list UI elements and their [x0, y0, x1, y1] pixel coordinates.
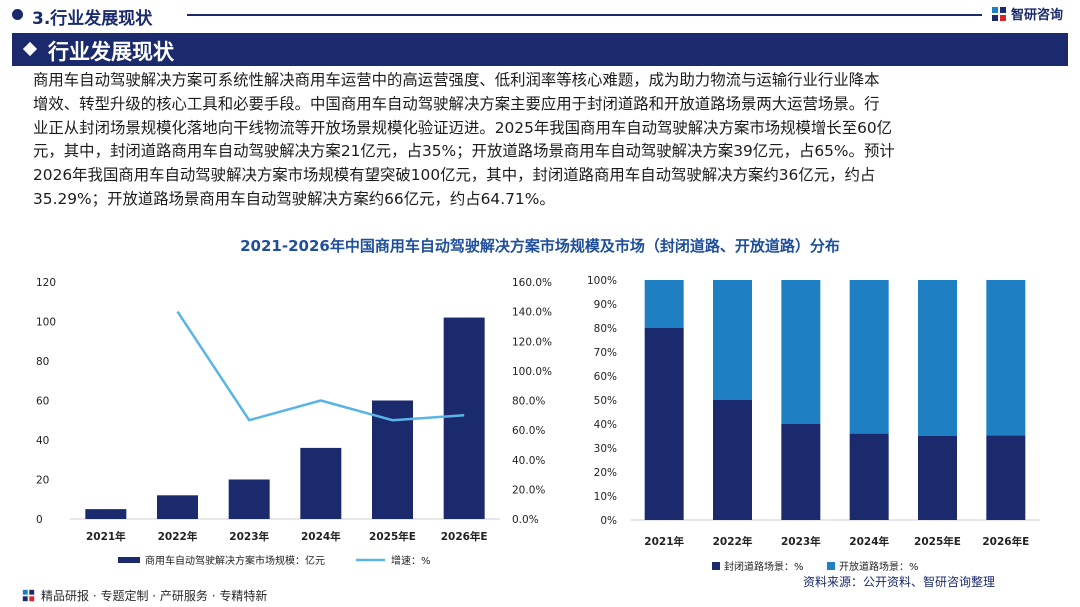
legend-closed-label: 封闭道路场景：% [724, 560, 804, 573]
market-size-bar [85, 509, 127, 519]
charts-area: 0 20 40 60 80 100 120 0.0% 20.0% 40.0% 60.0% 80.0% 1… [36, 275, 1040, 573]
left-y-tick-label: 100 [36, 317, 56, 329]
paragraph-line: 2026年我国商用车自动驾驶解决方案市场规模有望突破100亿元，其中，封闭道路商… [33, 166, 876, 185]
right-chart-y-tick-label: 20% [594, 467, 617, 479]
paragraph-line: 增效、转型升级的核心工具和必要手段。中国商用车自动驾驶解决方案主要应用于封闭道路… [33, 94, 880, 113]
right-chart-x-tick-label: 2025年E [914, 535, 961, 548]
right-y-tick-label: 60.0% [512, 425, 545, 437]
paragraph-line: 商用车自动驾驶解决方案可系统性解决商用车运营中的高运营强度、低利润率等核心难题，… [33, 71, 880, 89]
growth-rate-line [176, 310, 465, 422]
paragraph-line: 元，其中，封闭道路商用车自动驾驶解决方案21亿元，占35%；开放道路场景商用车自… [33, 142, 895, 161]
open-road-share-bar [713, 280, 752, 400]
paragraph-line: 业正从封闭场景规模化落地向干线物流等开放场景规模化验证迈进。2025年我国商用车… [33, 118, 893, 137]
zhiyan-logo-icon [992, 6, 1006, 21]
right-y-tick-label: 100.0% [512, 366, 552, 378]
open-road-share-bar [781, 280, 821, 424]
chart-title: 2021-2026年中国商用车自动驾驶解决方案市场规模及市场（封闭道路、开放道路… [240, 237, 840, 255]
right-chart-y-tick-label: 0% [600, 515, 617, 527]
right-y-tick-label: 40.0% [512, 455, 545, 467]
left-y-tick-label: 40 [36, 435, 49, 447]
banner-title: 行业发展现状 [48, 40, 174, 64]
left-y-tick-label: 20 [36, 475, 49, 487]
right-y-tick-label: 20.0% [512, 484, 545, 496]
section-label: 3.行业发展现状 [32, 9, 153, 29]
market-size-bar [300, 447, 342, 519]
left-y-tick-label: 60 [36, 396, 49, 408]
left-x-tick-label: 2025年E [369, 530, 416, 543]
diamond-bullet-icon [22, 41, 38, 57]
left-x-tick-label: 2022年 [158, 530, 198, 543]
top-bar: 3.行业发展现状 智研咨询 [0, 0, 1080, 30]
open-road-share-bar [986, 280, 1026, 436]
market-size-bar [157, 495, 198, 519]
right-y-tick-label: 80.0% [512, 396, 545, 408]
market-size-bar [228, 479, 270, 519]
header-divider [187, 14, 982, 16]
legend-bar-swatch [118, 557, 140, 563]
paragraph-line: 35.29%；开放道路场景商用车自动驾驶解决方案约66亿元，约占64.71%。 [33, 189, 555, 208]
bullet-dot-icon [12, 9, 23, 20]
right-y-tick-label: 140.0% [512, 307, 552, 319]
right-chart-y-tick-label: 100% [587, 275, 617, 287]
left-y-tick-label: 0 [36, 514, 43, 526]
section-banner: 行业发展现状 [12, 33, 1068, 66]
intro-paragraph: 商用车自动驾驶解决方案可系统性解决商用车运营中的高运营强度、低利润率等核心难题，… [33, 69, 1053, 212]
legend-line-label: 增速：% [391, 554, 431, 567]
right-chart-y-tick-label: 80% [594, 323, 617, 335]
closed-road-share-bar [644, 328, 684, 520]
left-x-tick-label: 2024年 [301, 530, 341, 543]
source-note: 资料来源：公开资料、智研咨询整理 [803, 575, 996, 589]
left-x-tick-label: 2023年 [229, 530, 269, 543]
closed-road-share-bar [849, 433, 889, 520]
market-size-bar [443, 317, 485, 519]
right-chart-x-tick-label: 2022年 [713, 535, 753, 548]
right-y-tick-label: 120.0% [512, 336, 552, 348]
left-x-tick-label: 2026年E [441, 530, 488, 543]
right-chart-y-tick-label: 60% [594, 371, 617, 383]
right-chart-y-tick-label: 70% [594, 347, 617, 359]
open-road-share-bar [644, 280, 684, 328]
open-road-share-bar [849, 280, 889, 434]
closed-road-share-bar [781, 424, 821, 520]
zhiyan-logo-icon [22, 589, 35, 602]
left-y-tick-label: 80 [36, 356, 49, 368]
closed-road-share-bar [986, 435, 1026, 520]
closed-road-share-bar [713, 400, 752, 520]
left-x-tick-label: 2021年 [86, 530, 126, 543]
right-chart-x-tick-label: 2021年 [644, 535, 684, 548]
legend-open-swatch [827, 562, 835, 570]
right-chart-y-tick-label: 90% [594, 299, 617, 311]
right-chart-x-tick-label: 2023年 [781, 535, 821, 548]
right-y-tick-label: 160.0% [512, 277, 552, 289]
right-chart-y-tick-label: 30% [594, 443, 617, 455]
right-chart-y-tick-label: 50% [594, 395, 617, 407]
right-chart-x-tick-label: 2024年 [849, 535, 889, 548]
brand-logo[interactable]: 智研咨询 [991, 4, 1063, 23]
legend-open-label: 开放道路场景：% [839, 560, 919, 573]
legend-bar-label: 商用车自动驾驶解决方案市场规模：亿元 [145, 554, 325, 567]
logo-text: 智研咨询 [1011, 8, 1064, 23]
footer-tagline: 精品研报 · 专题定制 · 产研服务 · 专精特新 [41, 589, 268, 603]
left-y-tick-label: 120 [36, 277, 56, 289]
legend-closed-swatch [712, 562, 720, 570]
right-chart-y-tick-label: 40% [594, 419, 617, 431]
closed-road-share-bar [918, 436, 957, 520]
right-y-tick-label: 0.0% [512, 514, 539, 526]
footer: 精品研报 · 专题定制 · 产研服务 · 专精特新 [22, 587, 267, 604]
open-road-share-bar [918, 280, 957, 436]
right-chart-x-tick-label: 2026年E [982, 535, 1029, 548]
right-chart-y-tick-label: 10% [594, 491, 617, 503]
